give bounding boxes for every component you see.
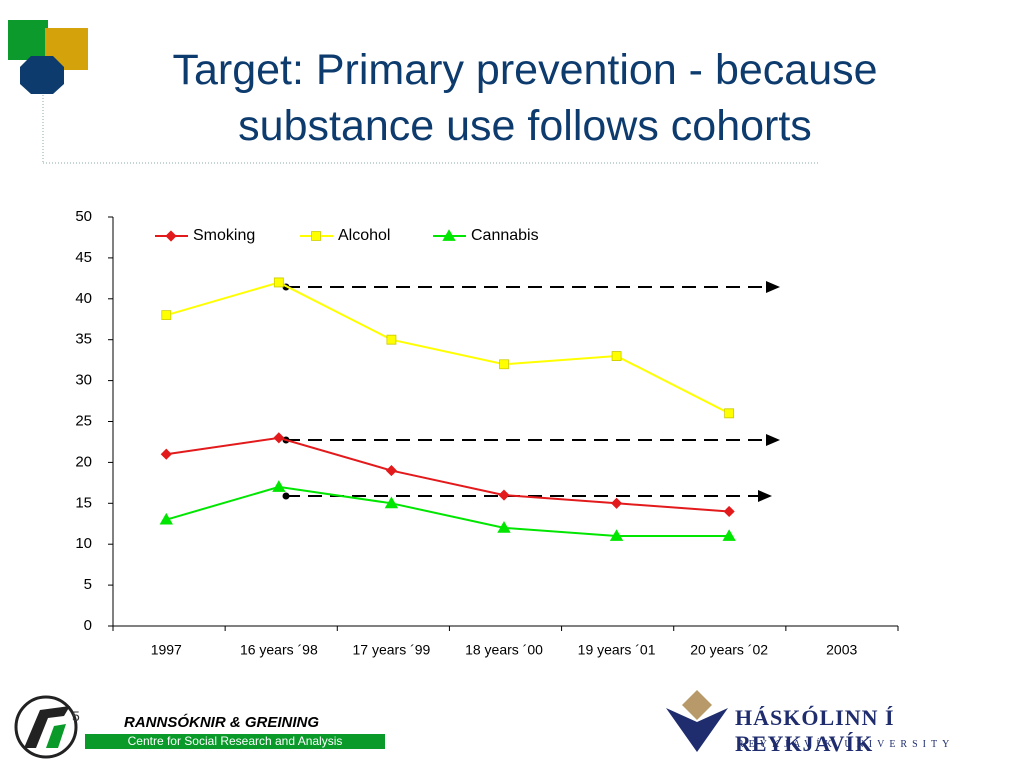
university-subtitle: REYKJAVÍK UNIVERSITY (737, 739, 955, 750)
data-point (384, 496, 399, 509)
legend-marker (442, 229, 456, 241)
y-tick-label: 0 (84, 617, 92, 634)
series-line (166, 281, 730, 415)
data-point (722, 529, 736, 541)
data-point (160, 448, 172, 460)
x-tick-label: 20 years ´02 (690, 642, 768, 658)
y-tick-label: 15 (75, 494, 92, 511)
university-name: HÁSKÓLINN Í REYKJAVÍK (735, 705, 895, 756)
data-point (273, 277, 284, 288)
x-tick-label: 16 years ´98 (240, 642, 318, 658)
x-tick-label: 19 years ´01 (578, 642, 656, 658)
logo-square (8, 20, 48, 60)
data-point (385, 465, 397, 477)
y-tick-label: 30 (75, 372, 92, 389)
data-point (161, 310, 172, 321)
left-logo (14, 695, 78, 759)
data-point (611, 497, 623, 509)
y-tick-label: 25 (75, 412, 92, 429)
x-tick-label: 18 years ´00 (465, 642, 543, 658)
right-logo (666, 690, 728, 752)
data-point (498, 489, 510, 501)
x-tick-label: 1997 (151, 642, 182, 658)
y-tick-label: 35 (75, 331, 92, 348)
org-name: RANNSÓKNIR & GREINING (124, 714, 320, 731)
data-point (273, 432, 285, 444)
series-line (166, 436, 730, 513)
legend-marker (311, 231, 321, 241)
y-tick-label: 40 (75, 290, 92, 307)
y-tick-label: 20 (75, 453, 92, 470)
data-point (497, 521, 511, 533)
data-point (609, 529, 624, 541)
series-line (166, 485, 730, 538)
logo-octagon (20, 56, 64, 94)
data-point (499, 359, 509, 370)
data-point (611, 351, 622, 361)
legend-label: Alcohol (338, 227, 390, 244)
data-point (272, 480, 286, 492)
y-tick-label: 10 (75, 535, 92, 552)
y-tick-label: 45 (75, 249, 92, 266)
x-tick-label: 2003 (826, 642, 857, 658)
slide-title: Target: Primary prevention - because sub… (172, 46, 878, 150)
data-point (159, 512, 173, 525)
legend-label: Cannabis (471, 227, 539, 244)
data-point (723, 505, 735, 518)
y-tick-label: 50 (75, 208, 92, 225)
legend-label: Smoking (193, 227, 255, 244)
x-tick-label: 17 years ´99 (353, 642, 431, 658)
data-point (386, 334, 397, 345)
legend-marker (165, 230, 177, 242)
y-tick-label: 5 (84, 576, 92, 593)
data-point (724, 408, 735, 419)
org-subtitle: Centre for Social Research and Analysis (85, 734, 385, 749)
slide-number: 5 (72, 708, 80, 724)
